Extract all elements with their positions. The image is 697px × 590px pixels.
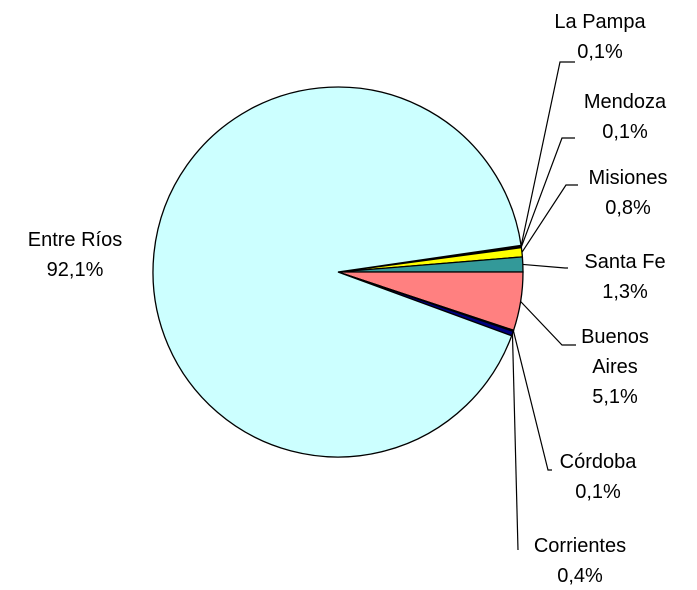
leader-line	[512, 330, 552, 471]
value-label: 1,3%	[602, 281, 648, 303]
category-name: Santa Fe	[584, 251, 666, 273]
pie-slice	[152, 86, 522, 458]
value-label: 0,1%	[602, 121, 648, 143]
leader-line	[522, 263, 568, 269]
slice-label: Santa Fe 1,3%	[565, 247, 685, 307]
category-name: Entre Ríos	[27, 229, 123, 251]
value-label: 0,1%	[577, 41, 623, 63]
category-name: Corrientes	[533, 535, 627, 557]
slice-label: Buenos Aires 5,1%	[570, 322, 660, 412]
leader-line	[520, 301, 576, 346]
leader-line	[521, 184, 578, 253]
category-name: Córdoba	[559, 451, 637, 473]
slice-label: Entre Ríos 92,1%	[5, 225, 145, 285]
leader-line	[520, 137, 575, 248]
value-label: 0,1%	[575, 481, 621, 503]
category-name: Mendoza	[583, 91, 667, 113]
value-label: 0,4%	[557, 565, 603, 587]
value-label: 0,8%	[605, 197, 651, 219]
category-name: Misiones	[588, 167, 668, 189]
slice-label: Mendoza 0,1%	[565, 87, 685, 147]
slice-label: Misiones 0,8%	[568, 163, 688, 223]
category-name: Buenos Aires	[581, 326, 649, 378]
slice-label: La Pampa 0,1%	[540, 7, 660, 67]
leader-line	[520, 61, 575, 247]
slice-label: Córdoba 0,1%	[538, 447, 658, 507]
value-label: 5,1%	[592, 386, 638, 408]
leader-line	[511, 333, 519, 551]
category-name: La Pampa	[554, 11, 646, 33]
slice-label: Corrientes 0,4%	[515, 531, 645, 590]
value-label: 92,1%	[46, 259, 104, 281]
